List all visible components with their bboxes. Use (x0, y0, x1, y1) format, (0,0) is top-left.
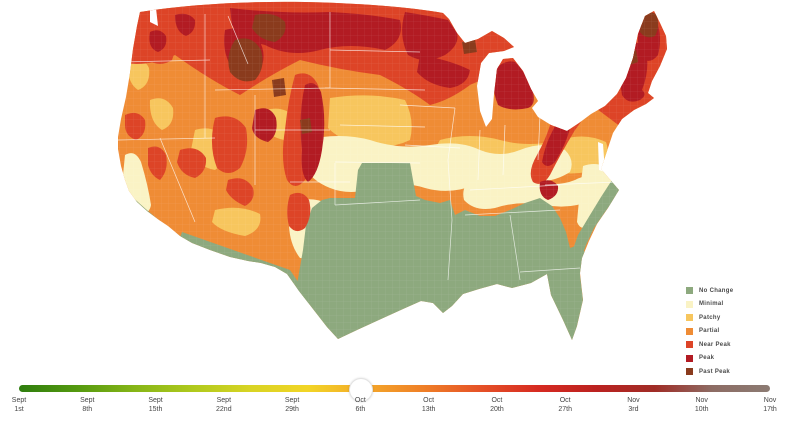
map-legend: No Change Minimal Patchy Partial Near Pe… (686, 284, 733, 379)
legend-swatch (686, 300, 693, 308)
slider-tick: Nov 3rd (627, 397, 640, 413)
legend-label: Near Peak (699, 341, 731, 348)
state-borders (118, 12, 619, 281)
legend-swatch (686, 287, 693, 295)
legend-item: Near Peak (686, 338, 733, 352)
slider-tick: Sept 15th (148, 397, 163, 413)
map-regions[interactable] (85, 0, 710, 360)
legend-label: Partial (699, 328, 720, 335)
legend-swatch (686, 314, 693, 322)
slider-tick: Sept 1st (11, 397, 27, 413)
legend-item: Minimal (686, 298, 733, 312)
slider-handle[interactable] (349, 377, 374, 402)
legend-item: Past Peak (686, 365, 733, 379)
legend-swatch (686, 327, 693, 335)
slider-tick: Nov 10th (694, 397, 709, 413)
legend-item: Partial (686, 325, 733, 339)
slider-tick: Oct 27th (558, 397, 572, 413)
legend-item: Peak (686, 352, 733, 366)
slider-tick: Sept 8th (80, 397, 95, 413)
us-foliage-map[interactable] (0, 0, 800, 375)
slider-tick: Nov 17th (763, 397, 777, 413)
legend-label: Patchy (699, 314, 721, 321)
slider-track[interactable] (19, 385, 770, 392)
slider-tick: Sept 29th (284, 397, 300, 413)
legend-item: Patchy (686, 311, 733, 325)
legend-swatch (686, 341, 693, 349)
legend-label: No Change (699, 287, 734, 294)
legend-label: Minimal (699, 301, 724, 308)
legend-label: Peak (699, 355, 715, 362)
legend-swatch (686, 354, 693, 362)
legend-label: Past Peak (699, 368, 731, 375)
slider-tick: Oct 13th (421, 397, 436, 413)
slider-tick: Sept 22nd (216, 397, 232, 413)
slider-tick: Oct 20th (490, 397, 504, 413)
legend-swatch (686, 368, 693, 376)
legend-item: No Change (686, 284, 733, 298)
